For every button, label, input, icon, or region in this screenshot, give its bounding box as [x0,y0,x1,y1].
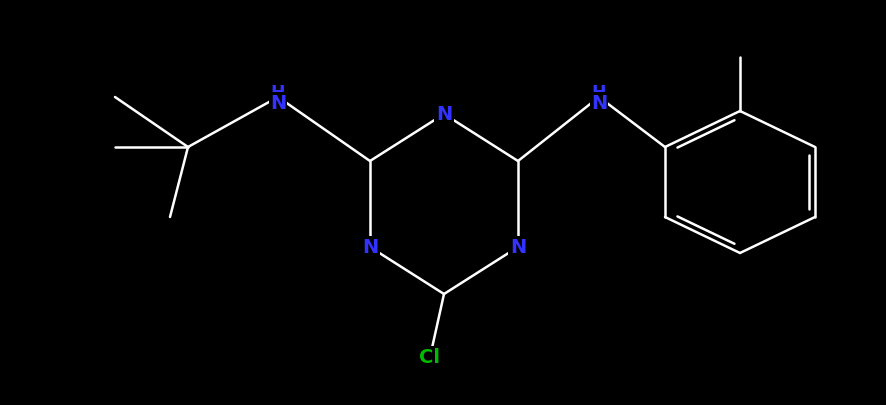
Text: Cl: Cl [419,347,440,367]
Text: N: N [361,238,377,257]
Text: N: N [509,238,525,257]
Text: H: H [270,84,285,102]
Text: N: N [435,105,452,124]
Text: N: N [590,93,606,112]
Text: N: N [269,93,286,112]
Text: H: H [591,84,605,102]
